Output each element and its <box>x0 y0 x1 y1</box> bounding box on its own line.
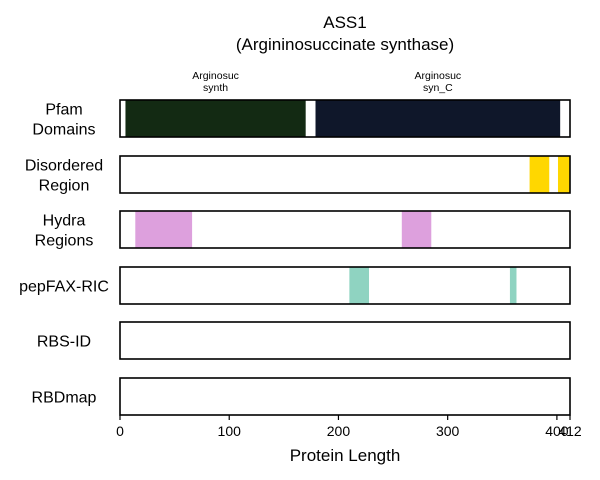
x-tick-label: 412 <box>558 423 582 439</box>
track-background <box>120 267 570 304</box>
track-label: pepFAX-RIC <box>19 279 109 296</box>
track-rbdmap: RBDmap <box>32 377 571 416</box>
track-label: Domains <box>32 122 95 139</box>
track-frame <box>119 266 571 305</box>
track-segment <box>557 156 570 193</box>
track-segment <box>135 211 193 248</box>
grid-lines <box>228 100 558 415</box>
track-label: RBDmap <box>32 390 97 407</box>
track-label: Disordered <box>25 158 103 175</box>
track-background <box>120 156 570 193</box>
chart-title-line2: (Argininosuccinate synthase) <box>236 35 454 54</box>
domain-label: Arginosuc <box>192 70 239 82</box>
track-segment <box>349 267 370 304</box>
track-label: Pfam <box>45 102 82 119</box>
track-frame <box>119 210 571 249</box>
x-tick-label: 0 <box>116 423 124 439</box>
domain-label: synth <box>203 82 228 94</box>
track-segment <box>401 211 432 248</box>
track-frame <box>119 155 571 194</box>
track-background <box>120 378 570 415</box>
track-label: Hydra <box>43 213 86 230</box>
track-label: Region <box>39 178 90 195</box>
track-rbs-id: RBS-ID <box>37 321 571 360</box>
track-disordered-region: Disordered Region <box>25 155 571 195</box>
x-tick-label: 200 <box>327 423 351 439</box>
x-axis-label: Protein Length <box>290 446 401 465</box>
x-tick-label: 400 <box>545 423 569 439</box>
track-label: RBS-ID <box>37 334 91 351</box>
x-tick-label: 300 <box>436 423 460 439</box>
domain-label: Arginosuc <box>414 70 461 82</box>
track-segment <box>315 100 561 137</box>
track-hydra-regions: Hydra Regions <box>35 210 571 250</box>
track-pfam-domains: Pfam Domains <box>32 99 571 139</box>
domain-label: syn_C <box>423 82 453 94</box>
track-frame <box>119 321 571 360</box>
track-background <box>120 211 570 248</box>
track-segment <box>509 267 517 304</box>
tracks: PfamDomainsArginosucsynthArginosucsyn_CD… <box>19 70 571 416</box>
track-background <box>120 322 570 359</box>
track-pepfax-ric: pepFAX-RIC <box>19 266 571 305</box>
x-tick-label: 100 <box>218 423 242 439</box>
track-frame <box>119 377 571 416</box>
track-label: Regions <box>35 233 94 250</box>
track-segment <box>529 156 550 193</box>
track-frame <box>119 99 571 138</box>
chart-title-line1: ASS1 <box>323 13 366 32</box>
track-segment <box>125 100 306 137</box>
